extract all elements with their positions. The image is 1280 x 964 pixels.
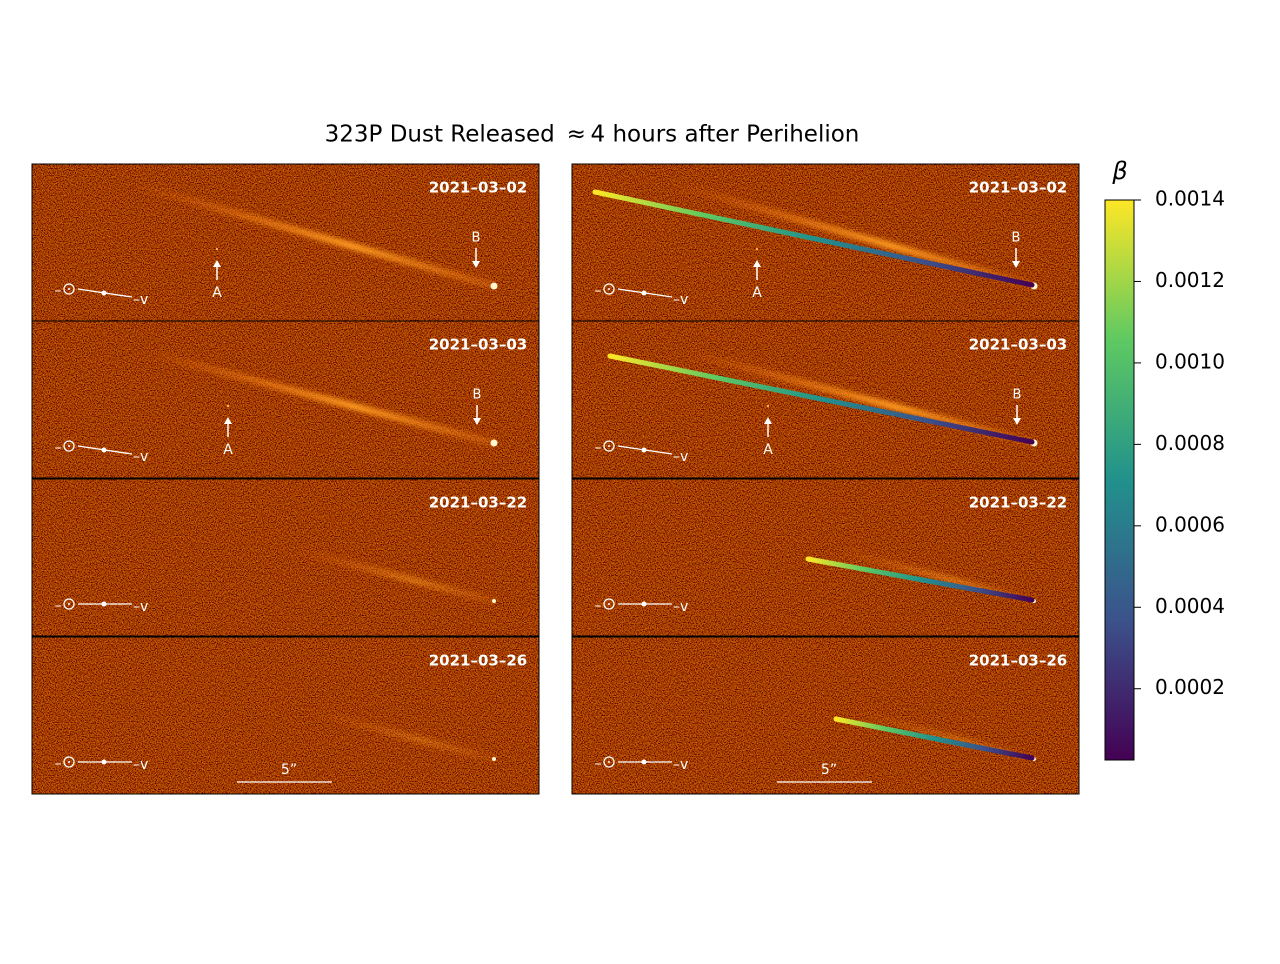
dust-tail [671, 180, 1035, 290]
scale-label: 5” [821, 762, 837, 778]
sun-symbol [603, 283, 615, 295]
colorbar: β 0.0002 0.0004 0.0006 0.0008 0.0010 0.0012 0.… [1104, 157, 1225, 761]
scale-label: 5” [281, 762, 297, 778]
dust-tail [291, 545, 495, 605]
colorbar-tick-label: 0.0004 [1155, 594, 1225, 618]
colorbar-tick-label: 0.0008 [1155, 431, 1225, 455]
dust-tail [681, 347, 1035, 447]
date-label: 2021–03–03 [429, 336, 528, 354]
sun-direction: – [55, 756, 62, 772]
image-panel: 2021–03–26 – –v 5” [31, 636, 540, 795]
marker-label: B [472, 231, 481, 246]
sun-direction: – [595, 598, 602, 614]
date-label: 2021–03–26 [429, 652, 528, 670]
velocity-direction: –v [133, 599, 148, 615]
dust-tail [311, 708, 495, 763]
colorbar-tick-label: 0.0002 [1155, 675, 1225, 699]
date-label: 2021–03–22 [969, 494, 1068, 512]
sun-direction: – [55, 440, 62, 456]
marker-label: A [763, 442, 773, 458]
beta-track [592, 189, 1035, 288]
dust-tail [131, 180, 495, 290]
colorbar-label: β [1111, 157, 1127, 185]
velocity-direction: –v [673, 449, 688, 465]
sun-symbol [603, 756, 615, 768]
colorbar-gradient [1104, 199, 1135, 761]
velocity-direction: –v [673, 292, 688, 308]
figure-title: 323P Dust Released ≈ 4 hours after Perih… [325, 122, 860, 148]
velocity-direction: –v [133, 292, 148, 308]
beta-track [607, 353, 1035, 445]
marker-label: B [1012, 231, 1021, 246]
colorbar-tick-label: 0.0014 [1155, 187, 1225, 211]
colorbar-tick-label: 0.0006 [1155, 512, 1225, 536]
sun-symbol [63, 756, 75, 768]
marker-label: A [223, 442, 233, 458]
colorbar-tick-label: 0.0012 [1155, 268, 1225, 292]
date-label: 2021–03–02 [429, 179, 528, 197]
nucleus [492, 757, 496, 761]
sun-symbol [603, 598, 615, 610]
image-panel: 2021–03–03 A B – –v [31, 320, 540, 479]
dust-tail [141, 347, 495, 447]
sun-direction: – [595, 440, 602, 456]
image-panel: 2021–03–26 – –v 5” [571, 636, 1080, 795]
image-panel: 2021–03–22 – –v [31, 478, 540, 637]
marker-label: B [473, 388, 482, 403]
nucleus [490, 439, 498, 447]
sun-symbol [63, 598, 75, 610]
velocity-direction: –v [673, 599, 688, 615]
image-panel: 2021–03–02 A B – –v [571, 163, 1080, 322]
marker-label: A [752, 285, 762, 301]
marker-label: B [1013, 388, 1022, 403]
date-label: 2021–03–26 [969, 652, 1068, 670]
velocity-direction: –v [133, 757, 148, 773]
beta-track [833, 716, 1035, 761]
sun-symbol [63, 283, 75, 295]
image-panel: 2021–03–03 A B – –v [571, 320, 1080, 479]
sun-direction: – [595, 756, 602, 772]
velocity-direction: –v [673, 757, 688, 773]
sun-symbol [63, 440, 75, 452]
sun-direction: – [55, 598, 62, 614]
marker-label: A [212, 285, 222, 301]
image-panel: 2021–03–22 – –v [571, 478, 1080, 637]
nucleus [492, 599, 496, 603]
panels: 2021–03–02AB––v2021–03–03AB––v2021–03–22… [31, 163, 1080, 795]
sun-symbol [603, 440, 615, 452]
image-panel: 2021–03–02 A B – –v [31, 163, 540, 322]
date-label: 2021–03–02 [969, 179, 1068, 197]
sun-direction: – [595, 283, 602, 299]
date-label: 2021–03–03 [969, 336, 1068, 354]
date-label: 2021–03–22 [429, 494, 528, 512]
beta-track [805, 556, 1035, 603]
nucleus [490, 282, 498, 290]
sun-direction: – [55, 283, 62, 299]
velocity-direction: –v [133, 449, 148, 465]
colorbar-tick-label: 0.0010 [1155, 349, 1225, 373]
